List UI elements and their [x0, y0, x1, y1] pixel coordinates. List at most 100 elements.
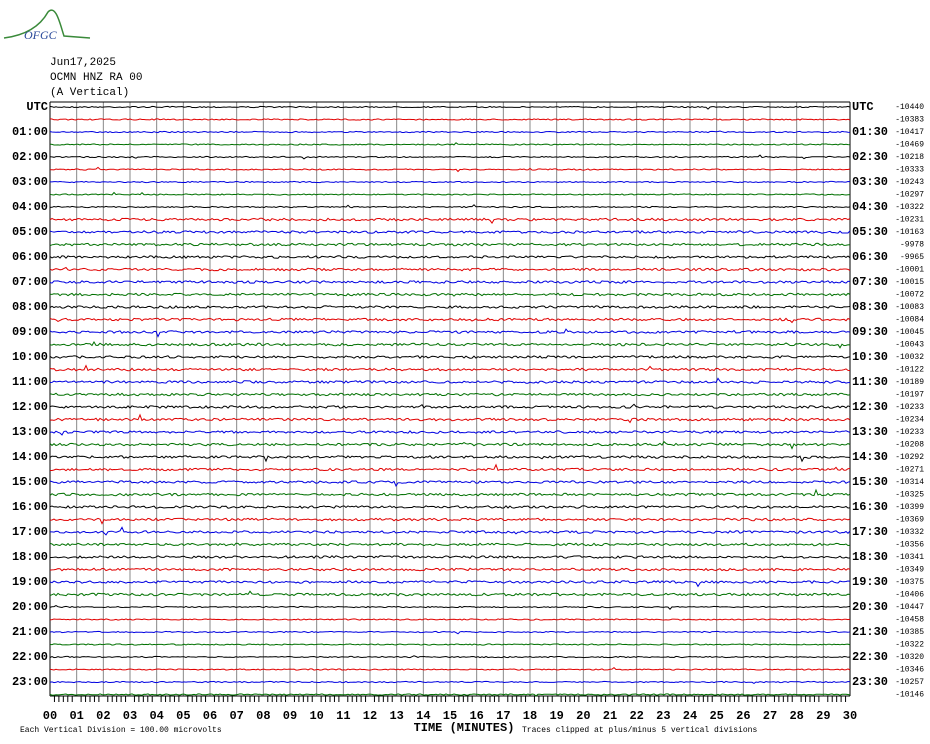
trace-value: -10243 — [895, 178, 924, 187]
left-time-label: 15:00 — [12, 475, 48, 489]
x-tick-label: 13 — [389, 709, 403, 723]
trace — [49, 230, 851, 234]
trace-value: -10346 — [895, 666, 924, 675]
trace-value: -10322 — [895, 641, 924, 650]
trace-value: -10399 — [895, 503, 924, 512]
x-tick-label: 27 — [763, 709, 777, 723]
x-tick-label: 11 — [336, 709, 350, 723]
trace-value: -10333 — [895, 166, 924, 175]
right-time-label: 03:30 — [852, 175, 888, 189]
trace — [50, 463, 851, 472]
right-time-label: 13:30 — [852, 425, 888, 439]
x-tick-label: 20 — [576, 709, 590, 723]
trace — [49, 364, 851, 372]
trace — [49, 355, 851, 359]
right-time-label: 11:30 — [852, 375, 888, 389]
x-tick-label: 14 — [416, 709, 430, 723]
trace — [49, 154, 851, 160]
trace — [49, 305, 851, 309]
trace-value: -10375 — [895, 578, 924, 587]
left-time-label: UTC — [26, 100, 48, 114]
trace-value: -10032 — [895, 353, 924, 362]
trace-value: -10314 — [895, 478, 924, 487]
trace-value: -10001 — [895, 266, 924, 275]
left-time-label: 13:00 — [12, 425, 48, 439]
trace — [49, 317, 851, 324]
trace — [49, 567, 851, 572]
trace-value: -10045 — [895, 328, 924, 337]
trace — [49, 392, 851, 397]
left-time-label: 20:00 — [12, 600, 48, 614]
right-time-label: 20:30 — [852, 600, 888, 614]
trace — [49, 341, 851, 349]
x-tick-label: 28 — [789, 709, 803, 723]
right-time-label: 19:30 — [852, 575, 888, 589]
left-time-label: 21:00 — [12, 625, 48, 639]
trace-value: -10218 — [895, 153, 924, 162]
trace-value: -10349 — [895, 566, 924, 575]
trace — [49, 580, 851, 588]
trace-value: -10406 — [895, 591, 924, 600]
trace-value: -10356 — [895, 541, 924, 550]
x-tick-label: 24 — [683, 709, 697, 723]
trace-value: -10163 — [895, 228, 924, 237]
x-tick-label: 18 — [523, 709, 537, 723]
right-time-label: 04:30 — [852, 200, 888, 214]
trace — [49, 430, 851, 436]
trace-value: -9965 — [900, 253, 924, 262]
trace-value: -10271 — [895, 466, 924, 475]
left-time-label: 10:00 — [12, 350, 48, 364]
left-time-label: 12:00 — [12, 400, 48, 414]
x-tick-label: 06 — [203, 709, 217, 723]
trace — [49, 292, 851, 297]
trace-value: -10146 — [895, 691, 924, 700]
trace — [49, 618, 851, 621]
trace — [49, 403, 851, 409]
header-line: OCMN HNZ RA 00 — [50, 72, 142, 84]
left-time-label: 01:00 — [12, 125, 48, 139]
trace — [49, 440, 851, 450]
trace — [49, 130, 851, 134]
trace-value: -10332 — [895, 528, 924, 537]
left-time-label: 14:00 — [12, 450, 48, 464]
footer-left: Each Vertical Division = 100.00 microvol… — [20, 726, 222, 735]
right-time-label: 10:30 — [852, 350, 888, 364]
logo: OFGC — [24, 28, 58, 42]
x-tick-label: 23 — [656, 709, 670, 723]
trace-value: -10043 — [895, 341, 924, 350]
left-time-label: 11:00 — [12, 375, 48, 389]
trace — [49, 630, 851, 635]
trace-value: -10325 — [895, 491, 924, 500]
x-tick-label: 17 — [496, 709, 510, 723]
right-time-label: 09:30 — [852, 325, 888, 339]
trace — [49, 505, 851, 509]
trace-value: -10417 — [895, 128, 924, 137]
trace-value: -10297 — [895, 191, 924, 200]
x-tick-label: 25 — [709, 709, 723, 723]
trace — [49, 255, 851, 259]
trace-value: -10084 — [895, 316, 924, 325]
right-time-label: 17:30 — [852, 525, 888, 539]
left-time-label: 07:00 — [12, 275, 48, 289]
right-time-label: 02:30 — [852, 150, 888, 164]
left-time-label: 09:00 — [12, 325, 48, 339]
right-time-label: 15:30 — [852, 475, 888, 489]
trace-value: -10234 — [895, 416, 924, 425]
trace — [49, 191, 851, 196]
trace — [49, 643, 851, 646]
right-time-label: 06:30 — [852, 250, 888, 264]
left-time-label: 18:00 — [12, 550, 48, 564]
x-tick-label: 19 — [549, 709, 563, 723]
right-time-label: UTC — [852, 100, 874, 114]
x-tick-label: 03 — [123, 709, 137, 723]
trace — [49, 693, 851, 697]
trace — [49, 666, 851, 671]
trace-value: -10322 — [895, 203, 924, 212]
left-time-label: 16:00 — [12, 500, 48, 514]
x-tick-label: 22 — [629, 709, 643, 723]
trace — [50, 555, 850, 559]
trace-value: -10233 — [895, 403, 924, 412]
left-time-label: 04:00 — [12, 200, 48, 214]
trace — [49, 204, 851, 209]
